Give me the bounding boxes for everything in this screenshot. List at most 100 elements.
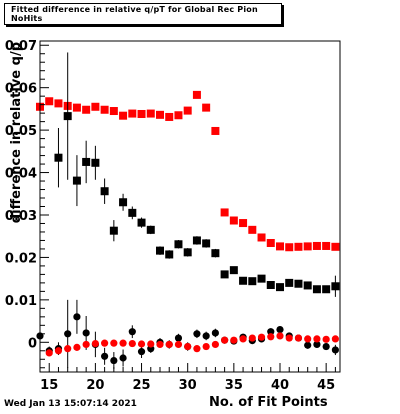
data-point xyxy=(128,109,137,118)
data-point xyxy=(100,105,109,114)
data-series xyxy=(54,52,340,297)
data-point xyxy=(294,279,303,288)
plot-frame xyxy=(39,40,341,373)
data-point xyxy=(331,335,339,343)
data-point xyxy=(202,332,210,340)
data-point xyxy=(174,111,183,120)
data-point xyxy=(304,335,312,343)
data-series xyxy=(45,332,339,357)
data-point xyxy=(229,266,238,275)
data-point xyxy=(82,105,91,114)
data-point xyxy=(110,356,118,365)
data-point xyxy=(313,340,321,349)
data-point xyxy=(146,225,155,234)
data-point xyxy=(331,282,340,291)
data-point xyxy=(54,153,63,162)
data-point xyxy=(91,339,99,348)
x-tick-label: 15 xyxy=(40,378,58,393)
y-tick-label: 0.01 xyxy=(5,294,37,309)
data-series xyxy=(36,90,340,252)
data-point xyxy=(63,112,72,121)
data-point xyxy=(220,208,229,217)
data-point xyxy=(285,278,294,287)
y-tick-label: 0.06 xyxy=(5,82,37,97)
data-point xyxy=(165,250,174,259)
timestamp: Wed Jan 13 15:07:14 2021 xyxy=(4,399,137,409)
x-axis-label: No. of Fit Points xyxy=(209,395,328,410)
data-point xyxy=(174,240,183,249)
data-point xyxy=(64,345,72,353)
data-point xyxy=(119,339,127,347)
data-point xyxy=(221,336,229,344)
data-point xyxy=(257,233,266,242)
data-point xyxy=(248,277,257,286)
data-point xyxy=(156,340,164,349)
data-point xyxy=(239,335,247,343)
data-point xyxy=(184,342,192,351)
data-point xyxy=(193,345,201,353)
x-tick-label: 30 xyxy=(179,378,197,393)
data-point xyxy=(230,336,238,344)
data-point xyxy=(128,208,137,217)
data-point xyxy=(248,334,256,342)
data-point xyxy=(72,176,81,185)
data-point xyxy=(128,339,136,348)
data-point xyxy=(137,340,146,348)
data-point xyxy=(267,333,275,341)
data-point xyxy=(304,341,312,349)
data-series xyxy=(36,299,339,370)
y-tick-label: 0.05 xyxy=(5,124,37,139)
data-point xyxy=(156,246,164,255)
data-point xyxy=(165,340,173,349)
data-point xyxy=(119,198,128,207)
data-point xyxy=(202,342,210,351)
y-tick-label: 0.02 xyxy=(5,251,37,266)
data-point xyxy=(119,354,127,362)
data-point xyxy=(267,328,275,336)
data-point xyxy=(266,238,275,247)
data-point xyxy=(192,90,201,99)
data-point xyxy=(266,281,275,290)
data-point xyxy=(239,276,248,285)
data-point xyxy=(82,340,90,349)
data-point xyxy=(64,330,72,338)
data-point xyxy=(72,103,81,112)
data-point xyxy=(109,107,118,116)
data-point xyxy=(193,330,201,338)
x-tick-label: 20 xyxy=(86,378,104,393)
x-tick-label: 35 xyxy=(225,378,243,393)
data-point xyxy=(91,158,100,167)
data-point xyxy=(73,343,81,351)
data-point xyxy=(257,274,266,283)
y-tick-label: 0.07 xyxy=(5,39,37,54)
data-point xyxy=(137,348,146,356)
data-point xyxy=(303,242,312,251)
y-tick-label: 0.03 xyxy=(5,209,37,224)
x-tick-label: 40 xyxy=(271,378,289,393)
data-point xyxy=(82,157,91,166)
data-point xyxy=(101,339,109,347)
y-tick-label: 0 xyxy=(28,336,37,351)
data-point xyxy=(183,106,192,115)
data-point xyxy=(322,335,330,343)
data-point xyxy=(257,333,266,341)
x-tick-label: 25 xyxy=(132,378,150,393)
data-point xyxy=(303,281,312,290)
data-point xyxy=(211,126,220,135)
data-point xyxy=(331,346,339,354)
plot-axes: 15 20 25 30 35 40 45 0 0.01 0.02 0.03 0.04 0.05 0.06 0… xyxy=(5,39,341,393)
data-point xyxy=(312,285,321,294)
data-point xyxy=(45,349,53,357)
data-point xyxy=(322,342,330,351)
data-point xyxy=(109,226,118,235)
data-point xyxy=(211,329,219,337)
data-point xyxy=(82,329,90,337)
data-point xyxy=(331,242,340,251)
data-point xyxy=(239,219,248,228)
data-point xyxy=(211,249,220,258)
y-tick-label: 0.04 xyxy=(5,167,37,182)
data-point xyxy=(276,242,284,251)
data-point xyxy=(110,339,118,347)
data-point xyxy=(322,285,331,294)
